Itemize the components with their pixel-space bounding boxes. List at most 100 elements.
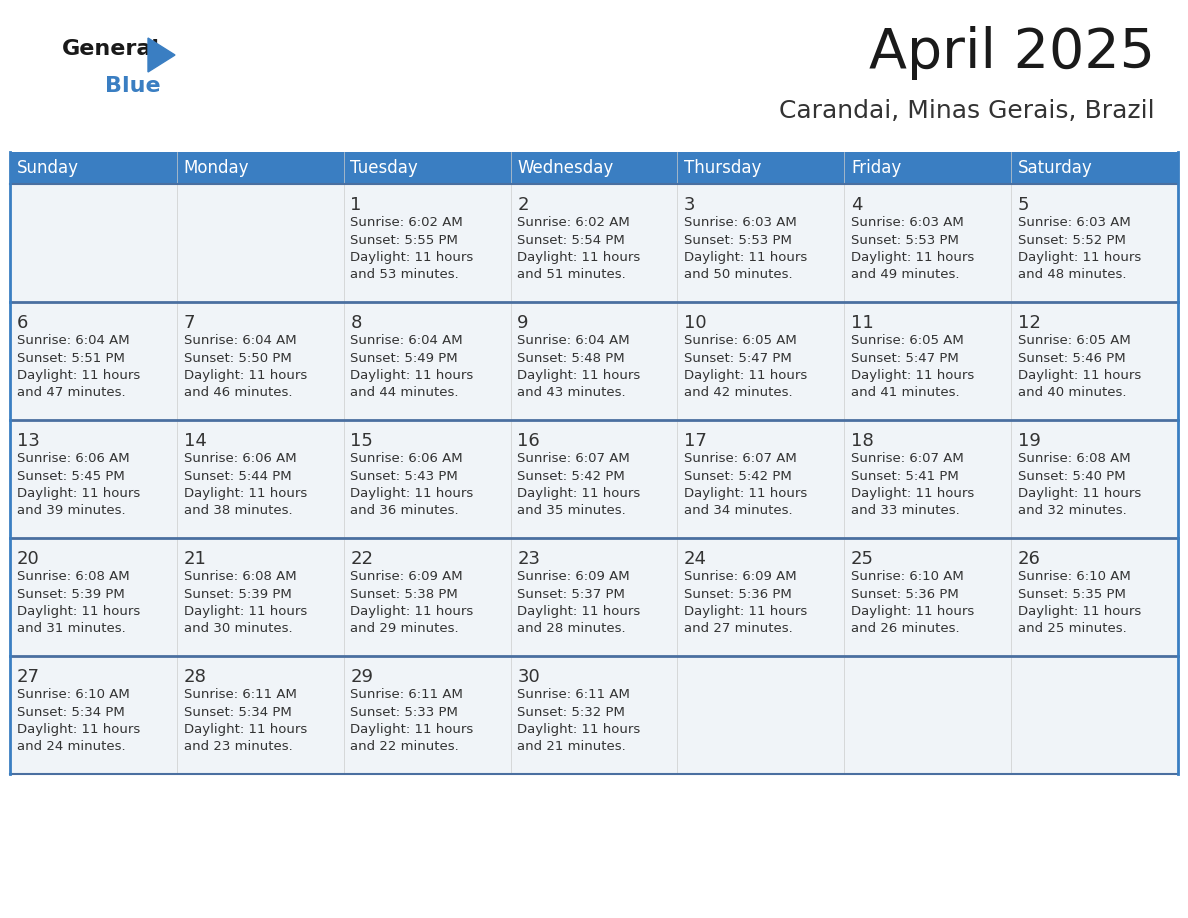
Text: Sunrise: 6:11 AM: Sunrise: 6:11 AM xyxy=(350,688,463,701)
Text: 10: 10 xyxy=(684,314,707,332)
Text: Sunset: 5:52 PM: Sunset: 5:52 PM xyxy=(1018,233,1126,247)
Text: and 34 minutes.: and 34 minutes. xyxy=(684,505,792,518)
Text: Sunrise: 6:09 AM: Sunrise: 6:09 AM xyxy=(517,570,630,583)
Text: Sunrise: 6:06 AM: Sunrise: 6:06 AM xyxy=(350,452,463,465)
Bar xyxy=(10,538,1178,656)
Text: Sunset: 5:44 PM: Sunset: 5:44 PM xyxy=(183,469,291,483)
Text: and 51 minutes.: and 51 minutes. xyxy=(517,268,626,282)
Text: Sunset: 5:47 PM: Sunset: 5:47 PM xyxy=(684,352,792,364)
Text: 1: 1 xyxy=(350,196,362,214)
Text: 13: 13 xyxy=(17,432,39,450)
Text: Sunset: 5:36 PM: Sunset: 5:36 PM xyxy=(851,588,959,600)
Text: Daylight: 11 hours: Daylight: 11 hours xyxy=(684,605,808,618)
Text: and 30 minutes.: and 30 minutes. xyxy=(183,622,292,635)
Text: and 39 minutes.: and 39 minutes. xyxy=(17,505,125,518)
Text: Daylight: 11 hours: Daylight: 11 hours xyxy=(17,605,140,618)
Text: Sunset: 5:50 PM: Sunset: 5:50 PM xyxy=(183,352,291,364)
Text: Daylight: 11 hours: Daylight: 11 hours xyxy=(1018,605,1140,618)
Text: Daylight: 11 hours: Daylight: 11 hours xyxy=(1018,487,1140,500)
Text: Daylight: 11 hours: Daylight: 11 hours xyxy=(851,487,974,500)
Text: Daylight: 11 hours: Daylight: 11 hours xyxy=(17,369,140,382)
Text: and 35 minutes.: and 35 minutes. xyxy=(517,505,626,518)
Text: Carandai, Minas Gerais, Brazil: Carandai, Minas Gerais, Brazil xyxy=(779,99,1155,123)
Text: Daylight: 11 hours: Daylight: 11 hours xyxy=(684,487,808,500)
Text: and 25 minutes.: and 25 minutes. xyxy=(1018,622,1126,635)
Text: 20: 20 xyxy=(17,550,39,568)
Text: and 27 minutes.: and 27 minutes. xyxy=(684,622,792,635)
Text: and 44 minutes.: and 44 minutes. xyxy=(350,386,459,399)
Text: Thursday: Thursday xyxy=(684,159,762,177)
Text: Daylight: 11 hours: Daylight: 11 hours xyxy=(517,605,640,618)
Text: 8: 8 xyxy=(350,314,362,332)
Text: Daylight: 11 hours: Daylight: 11 hours xyxy=(183,369,307,382)
Text: April 2025: April 2025 xyxy=(868,26,1155,80)
Text: Daylight: 11 hours: Daylight: 11 hours xyxy=(684,369,808,382)
Text: and 46 minutes.: and 46 minutes. xyxy=(183,386,292,399)
Text: 3: 3 xyxy=(684,196,696,214)
Text: and 38 minutes.: and 38 minutes. xyxy=(183,505,292,518)
Text: 28: 28 xyxy=(183,668,207,686)
Text: Daylight: 11 hours: Daylight: 11 hours xyxy=(851,369,974,382)
Text: Sunrise: 6:09 AM: Sunrise: 6:09 AM xyxy=(350,570,463,583)
Text: Sunrise: 6:08 AM: Sunrise: 6:08 AM xyxy=(17,570,129,583)
Text: Sunrise: 6:02 AM: Sunrise: 6:02 AM xyxy=(517,216,630,229)
Text: 23: 23 xyxy=(517,550,541,568)
Text: and 49 minutes.: and 49 minutes. xyxy=(851,268,960,282)
Text: 27: 27 xyxy=(17,668,39,686)
Text: 24: 24 xyxy=(684,550,707,568)
Text: Sunrise: 6:07 AM: Sunrise: 6:07 AM xyxy=(517,452,630,465)
Text: Daylight: 11 hours: Daylight: 11 hours xyxy=(517,487,640,500)
Text: and 53 minutes.: and 53 minutes. xyxy=(350,268,459,282)
Text: Daylight: 11 hours: Daylight: 11 hours xyxy=(17,487,140,500)
Text: 11: 11 xyxy=(851,314,873,332)
Text: Sunset: 5:38 PM: Sunset: 5:38 PM xyxy=(350,588,459,600)
Text: Sunset: 5:53 PM: Sunset: 5:53 PM xyxy=(684,233,792,247)
Text: 16: 16 xyxy=(517,432,541,450)
Text: Sunrise: 6:08 AM: Sunrise: 6:08 AM xyxy=(1018,452,1131,465)
Text: and 23 minutes.: and 23 minutes. xyxy=(183,741,292,754)
Text: Sunset: 5:42 PM: Sunset: 5:42 PM xyxy=(684,469,792,483)
Bar xyxy=(10,656,1178,774)
Text: Sunset: 5:36 PM: Sunset: 5:36 PM xyxy=(684,588,792,600)
Text: Sunrise: 6:04 AM: Sunrise: 6:04 AM xyxy=(17,334,129,347)
Text: Daylight: 11 hours: Daylight: 11 hours xyxy=(517,369,640,382)
Text: 30: 30 xyxy=(517,668,541,686)
Text: Sunrise: 6:05 AM: Sunrise: 6:05 AM xyxy=(851,334,963,347)
Text: Monday: Monday xyxy=(183,159,249,177)
Text: Sunrise: 6:06 AM: Sunrise: 6:06 AM xyxy=(17,452,129,465)
Text: Daylight: 11 hours: Daylight: 11 hours xyxy=(183,487,307,500)
Text: Daylight: 11 hours: Daylight: 11 hours xyxy=(1018,251,1140,264)
Text: Daylight: 11 hours: Daylight: 11 hours xyxy=(183,605,307,618)
Text: Sunrise: 6:04 AM: Sunrise: 6:04 AM xyxy=(350,334,463,347)
Text: 26: 26 xyxy=(1018,550,1041,568)
Text: Sunset: 5:40 PM: Sunset: 5:40 PM xyxy=(1018,469,1125,483)
Text: Sunset: 5:39 PM: Sunset: 5:39 PM xyxy=(183,588,291,600)
Text: Sunset: 5:34 PM: Sunset: 5:34 PM xyxy=(17,706,125,719)
Text: Sunset: 5:49 PM: Sunset: 5:49 PM xyxy=(350,352,459,364)
Bar xyxy=(10,302,1178,420)
Text: Daylight: 11 hours: Daylight: 11 hours xyxy=(350,487,474,500)
Text: Sunset: 5:32 PM: Sunset: 5:32 PM xyxy=(517,706,625,719)
Text: Daylight: 11 hours: Daylight: 11 hours xyxy=(350,723,474,736)
Text: Daylight: 11 hours: Daylight: 11 hours xyxy=(851,251,974,264)
Text: and 40 minutes.: and 40 minutes. xyxy=(1018,386,1126,399)
Text: Sunset: 5:55 PM: Sunset: 5:55 PM xyxy=(350,233,459,247)
Text: Daylight: 11 hours: Daylight: 11 hours xyxy=(1018,369,1140,382)
Text: Sunday: Sunday xyxy=(17,159,78,177)
Text: Sunset: 5:37 PM: Sunset: 5:37 PM xyxy=(517,588,625,600)
Text: and 22 minutes.: and 22 minutes. xyxy=(350,741,459,754)
Text: and 28 minutes.: and 28 minutes. xyxy=(517,622,626,635)
Text: Sunrise: 6:06 AM: Sunrise: 6:06 AM xyxy=(183,452,296,465)
Bar xyxy=(10,184,1178,302)
Text: 9: 9 xyxy=(517,314,529,332)
Text: and 43 minutes.: and 43 minutes. xyxy=(517,386,626,399)
Text: Sunrise: 6:09 AM: Sunrise: 6:09 AM xyxy=(684,570,797,583)
Text: Wednesday: Wednesday xyxy=(517,159,613,177)
Text: Sunset: 5:46 PM: Sunset: 5:46 PM xyxy=(1018,352,1125,364)
Text: Sunrise: 6:07 AM: Sunrise: 6:07 AM xyxy=(851,452,963,465)
Text: and 31 minutes.: and 31 minutes. xyxy=(17,622,126,635)
Text: 21: 21 xyxy=(183,550,207,568)
Text: Sunset: 5:34 PM: Sunset: 5:34 PM xyxy=(183,706,291,719)
Text: 25: 25 xyxy=(851,550,874,568)
Text: Sunset: 5:43 PM: Sunset: 5:43 PM xyxy=(350,469,459,483)
